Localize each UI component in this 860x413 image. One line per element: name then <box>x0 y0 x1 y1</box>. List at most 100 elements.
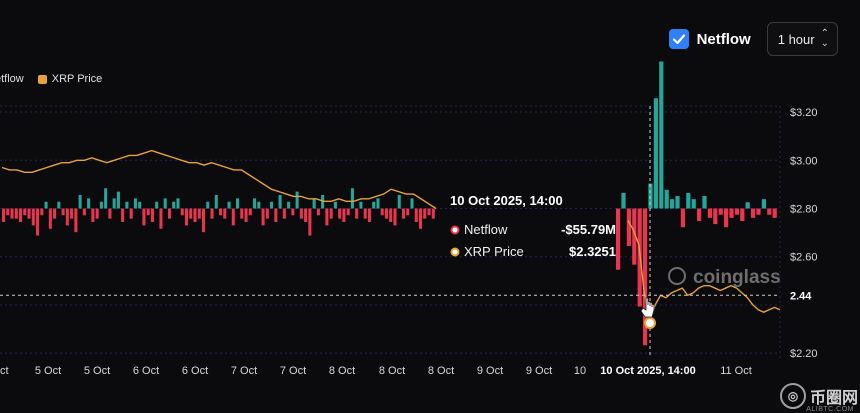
netflow-bar <box>227 201 231 209</box>
crosshair-price-tag-bg <box>782 286 824 305</box>
x-axis-tick-label: 7 Oct <box>280 365 306 377</box>
netflow-bar <box>91 208 95 223</box>
netflow-bar <box>734 208 739 215</box>
netflow-bar <box>214 194 218 209</box>
netflow-bar <box>643 208 648 346</box>
netflow-bar <box>707 208 712 218</box>
netflow-bar <box>48 208 52 229</box>
netflow-bar <box>78 194 82 209</box>
xrp-price-line <box>1 149 437 210</box>
netflow-bar <box>180 208 184 216</box>
netflow-bar <box>142 208 146 226</box>
coin-logo-icon: ◎ <box>779 383 806 409</box>
netflow-bar <box>108 208 112 219</box>
netflow-bar <box>248 208 252 216</box>
legend-item-netflow[interactable]: etflow <box>0 73 24 85</box>
netflow-bar <box>133 198 137 209</box>
netflow-bar <box>270 201 274 209</box>
netflow-bar <box>363 208 367 219</box>
hand-cursor-icon <box>640 297 655 318</box>
up-down-chevron-icon: ⌃ ⌄ <box>820 28 829 49</box>
netflow-bar <box>240 208 244 219</box>
netflow-bar <box>57 201 61 209</box>
netflow-bar <box>333 201 337 209</box>
tooltip-value-xrp-price: $2.3251 <box>569 244 616 259</box>
interval-select[interactable]: 1 hour ⌃ ⌄ <box>766 22 838 56</box>
netflow-bar <box>95 208 99 219</box>
netflow-bar <box>380 208 384 216</box>
netflow-bar <box>616 208 621 270</box>
axes: $3.20 $3.00 $2.80 $2.60 $2.20 ct 5 Oct 5 Oct 6 O… <box>0 107 818 378</box>
netflow-bar <box>53 208 57 219</box>
crosshair-price-tag: 2.44 <box>790 290 812 302</box>
netflow-bar <box>210 208 214 219</box>
crosshair: 2.44 <box>0 106 824 358</box>
crosshair-price-point <box>644 317 656 330</box>
netflow-bar <box>724 208 729 228</box>
netflow-bar <box>299 208 303 219</box>
x-axis-tick-label: 9 Oct <box>526 365 552 377</box>
netflow-bar <box>632 208 637 265</box>
netflow-bar <box>206 201 210 209</box>
x-axis-tick-label: 5 Oct <box>84 365 110 377</box>
netflow-bar <box>219 208 223 216</box>
netflow-bar <box>359 201 363 209</box>
netflow-bar <box>670 199 675 209</box>
netflow-bar <box>87 198 91 209</box>
netflow-bar <box>751 208 756 218</box>
chart-legend: etflow XRP Price <box>0 73 102 85</box>
netflow-bar <box>44 201 48 209</box>
tooltip-dot-xrp-price <box>450 247 460 257</box>
netflow-bar <box>376 198 380 209</box>
netflow-bar <box>184 208 189 226</box>
netflow-bar <box>767 208 772 215</box>
netflow-bar <box>718 208 723 215</box>
netflow-bar <box>418 208 423 229</box>
y-axis-tick-label: $2.80 <box>790 204 818 216</box>
netflow-bar <box>10 208 14 219</box>
netflow-bar <box>189 208 193 219</box>
netflow-bar <box>70 208 74 219</box>
netflow-bar <box>367 208 371 223</box>
legend-item-xrp-price[interactable]: XRP Price <box>37 73 102 85</box>
netflow-bar <box>40 208 44 216</box>
site-watermark-text: 币圈网 <box>809 390 858 407</box>
netflow-bar <box>23 208 27 216</box>
netflow-bar <box>621 192 626 209</box>
netflow-bar <box>14 208 18 219</box>
checkbox-checked-icon[interactable] <box>668 29 689 49</box>
netflow-bar <box>282 208 286 219</box>
tooltip: 10 Oct 2025, 14:00 Netflow -$55.79M XRP Pri… <box>450 193 616 259</box>
netflow-bar <box>176 198 180 209</box>
netflow-bar <box>372 201 376 209</box>
netflow-bar <box>389 208 393 223</box>
x-axis-tick-label: 7 Oct <box>231 365 257 377</box>
tooltip-dot-netflow <box>450 225 460 235</box>
netflow-bar <box>342 208 346 223</box>
netflow-bar <box>393 208 397 226</box>
netflow-toggle[interactable]: Netflow <box>668 29 751 49</box>
netflow-bar <box>329 208 333 219</box>
netflow-bar <box>304 208 308 223</box>
netflow-bar <box>316 208 320 216</box>
netflow-bar <box>346 208 350 216</box>
netflow-bar <box>274 208 278 223</box>
x-axis-tick-label: 6 Oct <box>133 365 159 377</box>
netflow-bar <box>65 208 69 226</box>
coinglass-logo-icon <box>668 267 686 285</box>
netflow-bar <box>312 198 316 209</box>
netflow-bar <box>338 208 342 219</box>
netflow-bar <box>138 201 142 209</box>
netflow-bar <box>355 208 359 219</box>
interval-select-value: 1 hour <box>777 31 815 47</box>
netflow-bar <box>427 208 431 216</box>
netflow-bar <box>431 208 435 219</box>
netflow-bar <box>112 198 116 209</box>
y-axis-tick-label: $2.60 <box>790 252 818 264</box>
netflow-bar <box>104 188 108 209</box>
netflow-bar <box>2 208 6 223</box>
netflow-bar <box>74 208 78 233</box>
netflow-bar <box>697 208 702 221</box>
netflow-bar <box>231 208 235 226</box>
